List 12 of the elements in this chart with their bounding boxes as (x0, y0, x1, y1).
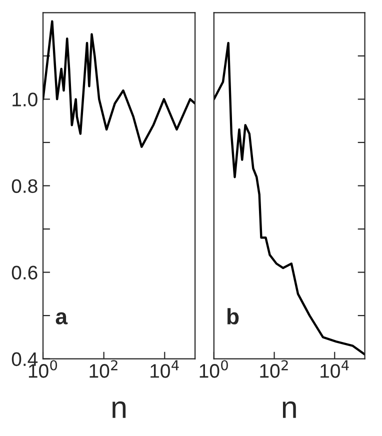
y-tick-label: 1.0 (12, 92, 38, 106)
x-axis-title: n (282, 401, 296, 418)
x-tick-label: 10$^{4}$ (320, 360, 349, 378)
x-tick-label: 10$^{2}$ (90, 360, 118, 378)
annotation: b (227, 308, 239, 324)
x-tick-label: 10$^{0}$ (200, 360, 228, 378)
x-tick-label: 10$^{2}$ (260, 360, 288, 378)
x-tick-label: 10$^{4}$ (150, 360, 179, 378)
y-tick-label: 0.8 (12, 179, 38, 193)
y-tick-label: 0.6 (12, 266, 38, 280)
annotation: a (56, 312, 68, 324)
x-axis-title: n (112, 401, 126, 418)
